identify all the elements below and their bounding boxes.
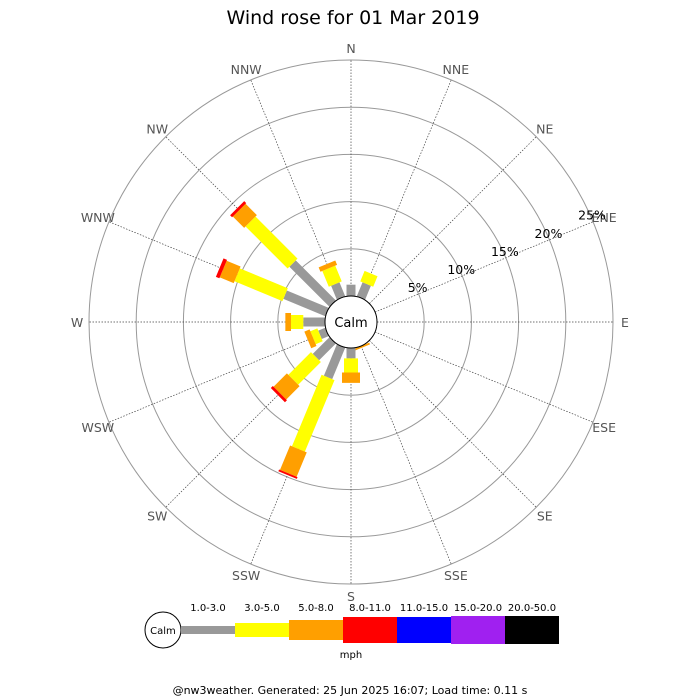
- bar-wnw-8.0-11.0: [215, 258, 228, 279]
- chart-title: Wind rose for 01 Mar 2019: [226, 7, 479, 29]
- spoke-nnw: [250, 79, 342, 299]
- spoke-nne: [360, 79, 452, 299]
- legend-label-15.0-20.0: 15.0-20.0: [454, 603, 502, 614]
- bar-sw-8.0-11.0: [270, 386, 287, 403]
- spoke-se: [369, 340, 537, 508]
- ring-label-25: 25%: [578, 208, 606, 223]
- ring-label-15: 15%: [491, 244, 519, 259]
- bar-ssw-5.0-8.0: [279, 445, 307, 477]
- bar-wsw-3.0-5.0: [310, 328, 323, 345]
- legend-swatch-15.0-20.0: [451, 616, 505, 644]
- bar-wnw-1.0-3.0: [283, 290, 329, 317]
- spoke-wsw: [108, 331, 328, 423]
- dir-label-nne: NNE: [443, 62, 470, 77]
- bar-nne-3.0-5.0: [360, 270, 378, 287]
- bar-wnw-5.0-8.0: [219, 260, 241, 284]
- spoke-sse: [360, 345, 452, 565]
- legend-label-3.0-5.0: 3.0-5.0: [244, 603, 279, 614]
- legend-unit: mph: [340, 650, 362, 661]
- dir-label-ssw: SSW: [232, 568, 260, 583]
- dir-label-e: E: [621, 315, 629, 330]
- calm-label: Calm: [334, 316, 367, 331]
- calm-circle: [324, 295, 378, 349]
- dir-label-ese: ESE: [592, 420, 616, 435]
- bar-sw-5.0-8.0: [273, 373, 300, 400]
- dir-label-wnw: WNW: [81, 210, 115, 225]
- legend-swatch-3.0-5.0: [235, 623, 289, 637]
- bar-wnw-3.0-5.0: [234, 268, 288, 302]
- dir-label-w: W: [71, 315, 83, 330]
- legend-swatch-11.0-15.0: [397, 617, 451, 643]
- spoke-ese: [374, 331, 594, 423]
- bar-ssw-3.0-5.0: [291, 374, 335, 452]
- dir-label-nw: NW: [146, 121, 168, 136]
- footer-text: @nw3weather. Generated: 25 Jun 2025 16:0…: [173, 684, 528, 697]
- bar-nne-1.0-3.0: [356, 282, 371, 300]
- legend-swatch-8.0-11.0: [343, 617, 397, 643]
- bar-nnw-5.0-8.0: [318, 260, 338, 272]
- speed-legend: Calm mph 1.0-3.0 3.0-5.0 5.0-8.0 8.0-11.0 11…: [144, 603, 559, 661]
- dir-label-n: N: [346, 41, 355, 56]
- legend-label-5.0-8.0: 5.0-8.0: [298, 603, 333, 614]
- dir-label-ne: NE: [536, 121, 553, 136]
- spoke-ene: [374, 221, 594, 313]
- legend-swatch-5.0-8.0: [289, 620, 343, 640]
- bar-nw-8.0-11.0: [230, 201, 247, 218]
- bar-nnw-3.0-5.0: [322, 265, 342, 287]
- ring-label-5: 5%: [408, 280, 428, 295]
- bar-sw-3.0-5.0: [288, 352, 321, 385]
- dir-label-se: SE: [537, 509, 553, 524]
- legend-swatch-20.0-50.0: [505, 616, 559, 644]
- bar-nnw-1.0-3.0: [331, 282, 346, 300]
- wind-bars: [215, 201, 378, 479]
- bar-nw-5.0-8.0: [232, 203, 257, 228]
- legend-label-11.0-15.0: 11.0-15.0: [400, 603, 448, 614]
- legend-swatch-1.0-3.0: [181, 626, 235, 634]
- bar-ssw-8.0-11.0: [278, 469, 298, 479]
- bar-nw-1.0-3.0: [289, 260, 336, 307]
- ring-label-20: 20%: [535, 226, 563, 241]
- legend-label-20.0-50.0: 20.0-50.0: [508, 603, 556, 614]
- legend-label-8.0-11.0: 8.0-11.0: [349, 603, 391, 614]
- dir-label-s: S: [347, 589, 355, 604]
- direction-labels: N NNE NE ENE E ESE SE SSE S SSW SW WSW W WNW NW NNW: [71, 41, 629, 604]
- bar-wsw-5.0-8.0: [304, 329, 317, 349]
- legend-calm-label: Calm: [150, 626, 176, 637]
- ring-labels: 5% 10% 15% 20% 25%: [408, 208, 606, 295]
- dir-label-sw: SW: [147, 509, 167, 524]
- ring-20: [135, 106, 567, 538]
- legend-label-1.0-3.0: 1.0-3.0: [190, 603, 225, 614]
- ring-label-10: 10%: [447, 262, 475, 277]
- spoke-ne: [369, 136, 537, 304]
- ring-5: [277, 248, 425, 396]
- dir-label-nnw: NNW: [231, 62, 262, 77]
- bar-wsw-1.0-3.0: [318, 327, 329, 339]
- bar-ssw-1.0-3.0: [323, 344, 346, 380]
- dir-label-sse: SSE: [444, 568, 468, 583]
- dir-label-ene: ENE: [592, 210, 617, 225]
- ring-25: [88, 59, 614, 585]
- dir-label-wsw: WSW: [82, 420, 115, 435]
- bar-nw-3.0-5.0: [245, 216, 298, 269]
- bar-sw-1.0-3.0: [312, 337, 336, 361]
